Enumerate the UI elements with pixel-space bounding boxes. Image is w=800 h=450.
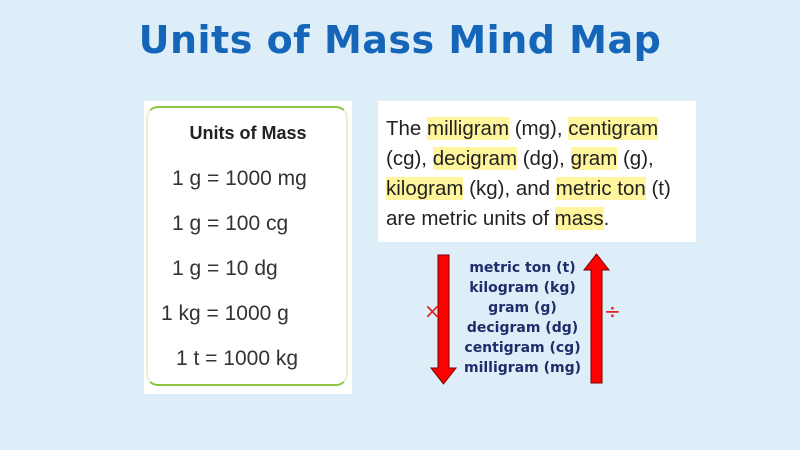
table-row: 1 g = 10 dg xyxy=(172,257,278,280)
page-title: Units of Mass Mind Map xyxy=(138,18,662,62)
unit-label: gram (g) xyxy=(488,300,557,316)
units-of-mass-table: Units of Mass 1 g = 1000 mg 1 g = 100 cg… xyxy=(144,101,352,394)
table-row: 1 t = 1000 kg xyxy=(176,347,299,370)
table-row: 1 g = 100 cg xyxy=(172,212,289,235)
text: (t) are metric units of xyxy=(386,177,671,230)
highlighted-term: decigram xyxy=(432,147,518,170)
text: (mg), xyxy=(509,117,569,140)
table-row: 1 kg = 1000 g xyxy=(161,302,289,325)
table-row: 1 g = 1000 mg xyxy=(172,167,307,190)
definition-passage: The milligram (mg), centigram (cg), deci… xyxy=(378,101,696,242)
highlighted-term: milligram xyxy=(427,117,510,140)
table-border xyxy=(146,106,348,386)
text: (cg), xyxy=(386,147,433,170)
unit-label: decigram (dg) xyxy=(466,320,579,336)
text: (g), xyxy=(617,147,654,170)
unit-ladder: metric ton (t) kilogram (kg) gram (g) de… xyxy=(455,258,590,378)
divide-icon: ÷ xyxy=(604,299,621,323)
highlighted-term: centigram xyxy=(568,117,659,140)
up-arrow-icon xyxy=(582,253,611,384)
highlighted-term: metric ton xyxy=(555,177,646,200)
unit-label: milligram (mg) xyxy=(463,360,582,376)
highlighted-term: kilogram xyxy=(386,177,464,200)
unit-label: kilogram (kg) xyxy=(469,280,576,296)
down-arrow-icon xyxy=(429,254,458,385)
table-heading: Units of Mass xyxy=(189,123,307,143)
highlighted-term: mass xyxy=(554,207,604,230)
unit-label: centigram (cg) xyxy=(464,340,581,356)
unit-label: metric ton (t) xyxy=(469,260,576,276)
multiply-icon: × xyxy=(424,299,441,323)
text: (dg), xyxy=(517,147,571,170)
text: . xyxy=(603,207,610,230)
text: The xyxy=(386,117,428,140)
highlighted-term: gram xyxy=(570,147,618,170)
text: (kg), and xyxy=(463,177,556,200)
